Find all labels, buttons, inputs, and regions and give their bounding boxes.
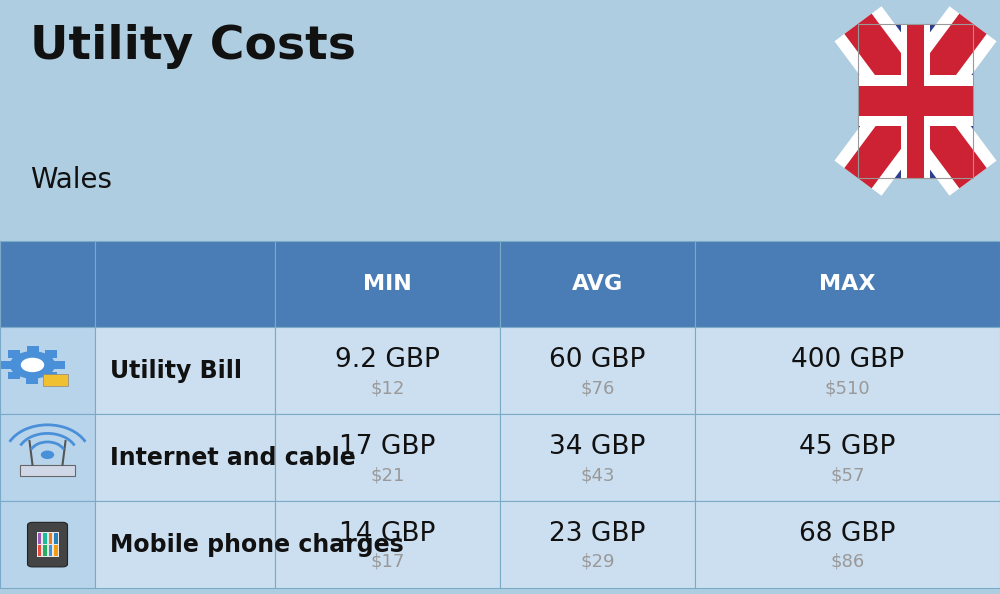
FancyBboxPatch shape — [95, 415, 275, 501]
FancyBboxPatch shape — [45, 372, 57, 380]
FancyBboxPatch shape — [54, 545, 58, 556]
FancyBboxPatch shape — [695, 241, 1000, 327]
FancyBboxPatch shape — [275, 327, 500, 415]
FancyBboxPatch shape — [48, 545, 52, 556]
FancyBboxPatch shape — [907, 24, 924, 178]
FancyBboxPatch shape — [95, 501, 275, 588]
FancyBboxPatch shape — [27, 346, 39, 353]
FancyBboxPatch shape — [0, 501, 95, 588]
Polygon shape — [834, 6, 997, 196]
Text: AVG: AVG — [572, 274, 623, 294]
Text: 14 GBP: 14 GBP — [339, 521, 436, 547]
FancyBboxPatch shape — [695, 327, 1000, 415]
Text: Utility Costs: Utility Costs — [30, 24, 356, 69]
FancyBboxPatch shape — [20, 465, 75, 476]
Text: 68 GBP: 68 GBP — [799, 521, 896, 547]
FancyBboxPatch shape — [695, 415, 1000, 501]
FancyBboxPatch shape — [858, 24, 973, 178]
FancyBboxPatch shape — [43, 533, 46, 544]
FancyBboxPatch shape — [45, 350, 57, 358]
Text: Mobile phone charges: Mobile phone charges — [110, 533, 404, 557]
FancyBboxPatch shape — [695, 501, 1000, 588]
Polygon shape — [834, 6, 997, 196]
FancyBboxPatch shape — [42, 374, 68, 386]
Text: MIN: MIN — [363, 274, 412, 294]
FancyBboxPatch shape — [1, 361, 13, 368]
FancyBboxPatch shape — [0, 415, 95, 501]
FancyBboxPatch shape — [500, 415, 695, 501]
FancyBboxPatch shape — [8, 372, 20, 380]
Text: Internet and cable: Internet and cable — [110, 446, 356, 470]
FancyBboxPatch shape — [500, 501, 695, 588]
FancyBboxPatch shape — [48, 533, 52, 544]
FancyBboxPatch shape — [275, 415, 500, 501]
Text: $21: $21 — [370, 466, 405, 484]
Text: Utility Bill: Utility Bill — [110, 359, 242, 383]
Text: $12: $12 — [370, 379, 405, 397]
Text: MAX: MAX — [819, 274, 876, 294]
Text: 400 GBP: 400 GBP — [791, 347, 904, 374]
Text: Wales: Wales — [30, 166, 112, 194]
FancyBboxPatch shape — [37, 532, 58, 557]
Circle shape — [42, 451, 54, 459]
Circle shape — [10, 352, 54, 378]
Text: $57: $57 — [830, 466, 865, 484]
Text: $76: $76 — [580, 379, 615, 397]
FancyBboxPatch shape — [8, 350, 20, 358]
FancyBboxPatch shape — [858, 75, 973, 127]
FancyBboxPatch shape — [38, 545, 41, 556]
FancyBboxPatch shape — [54, 533, 58, 544]
FancyBboxPatch shape — [901, 24, 930, 178]
FancyBboxPatch shape — [38, 533, 41, 544]
FancyBboxPatch shape — [500, 327, 695, 415]
FancyBboxPatch shape — [275, 501, 500, 588]
Text: $510: $510 — [825, 379, 870, 397]
FancyBboxPatch shape — [43, 545, 46, 556]
FancyBboxPatch shape — [0, 241, 95, 327]
FancyBboxPatch shape — [95, 327, 275, 415]
FancyBboxPatch shape — [26, 377, 38, 384]
Text: $43: $43 — [580, 466, 615, 484]
Text: 60 GBP: 60 GBP — [549, 347, 646, 374]
Text: 9.2 GBP: 9.2 GBP — [335, 347, 440, 374]
FancyBboxPatch shape — [500, 241, 695, 327]
Text: $29: $29 — [580, 553, 615, 571]
Text: $17: $17 — [370, 553, 405, 571]
Text: 23 GBP: 23 GBP — [549, 521, 646, 547]
Text: 45 GBP: 45 GBP — [799, 434, 896, 460]
FancyBboxPatch shape — [858, 86, 973, 116]
FancyBboxPatch shape — [275, 241, 500, 327]
FancyBboxPatch shape — [28, 522, 68, 567]
FancyBboxPatch shape — [95, 241, 275, 327]
Text: 34 GBP: 34 GBP — [549, 434, 646, 460]
Text: 17 GBP: 17 GBP — [339, 434, 436, 460]
FancyBboxPatch shape — [52, 361, 64, 368]
FancyBboxPatch shape — [0, 327, 95, 415]
Polygon shape — [844, 14, 987, 188]
Polygon shape — [844, 14, 987, 188]
Text: $86: $86 — [830, 553, 865, 571]
Circle shape — [22, 358, 44, 371]
